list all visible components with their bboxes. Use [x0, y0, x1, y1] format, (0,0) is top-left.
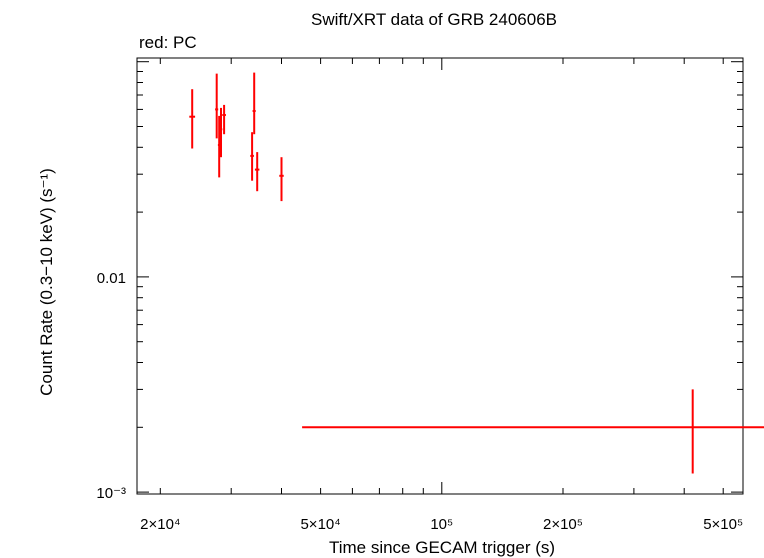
x-tick-label: 2×10⁴: [140, 516, 180, 533]
x-axis-label: Time since GECAM trigger (s): [329, 538, 555, 557]
data-points: [189, 72, 764, 474]
data-point: [250, 132, 254, 181]
x-tick-label: 2×10⁵: [543, 516, 583, 533]
data-point: [252, 72, 256, 135]
y-tick-labels: 0.01 10⁻³: [96, 270, 126, 502]
data-point: [219, 107, 223, 158]
data-point: [215, 73, 219, 139]
chart-title: Swift/XRT data of GRB 240606B: [311, 10, 557, 29]
y-tick-label: 10⁻³: [96, 485, 126, 502]
axis-ticks: [137, 58, 743, 494]
x-tick-labels: 2×10⁴ 5×10⁴ 10⁵ 2×10⁵ 5×10⁵: [140, 516, 743, 533]
y-tick-label: 0.01: [97, 270, 126, 287]
data-point: [222, 104, 226, 135]
data-point: [302, 389, 764, 474]
data-point: [217, 115, 221, 178]
data-point: [279, 157, 284, 202]
x-tick-label: 5×10⁵: [703, 516, 743, 533]
x-tick-label: 10⁵: [430, 516, 453, 533]
chart-subtitle: red: PC: [139, 33, 197, 52]
plot-frame: [136, 57, 744, 495]
x-tick-label: 5×10⁴: [300, 516, 340, 533]
data-point: [254, 152, 260, 192]
y-axis-label: Count Rate (0.3−10 keV) (s⁻¹): [37, 168, 56, 396]
data-point: [189, 89, 196, 149]
